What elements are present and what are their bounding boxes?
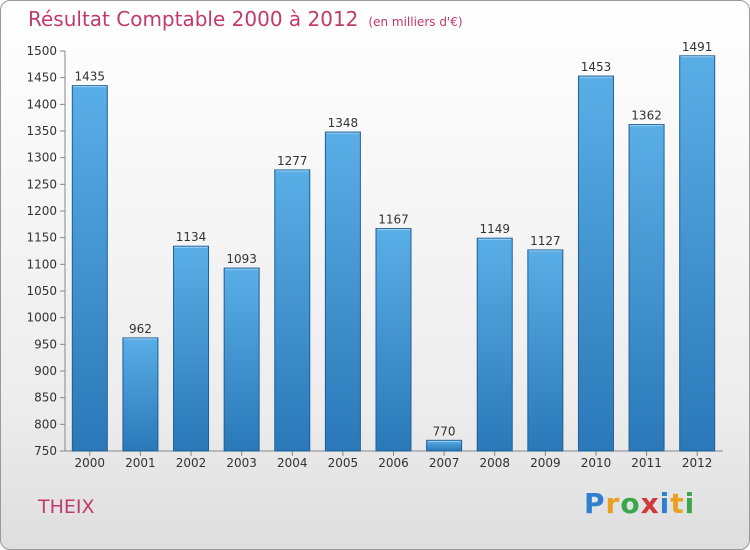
bar-2003 [223, 267, 260, 452]
x-tick-label: 2007 [429, 456, 460, 470]
bar-value-label: 1435 [75, 70, 106, 84]
bar-value-label: 1134 [176, 230, 207, 244]
y-tick-label: 900 [34, 364, 57, 378]
y-tick-label: 850 [34, 391, 57, 405]
bar-2004 [274, 169, 311, 452]
logo-letter: i [684, 487, 696, 520]
chart-subtitle: (en milliers d'€) [368, 15, 463, 29]
chart-title-text: Résultat Comptable 2000 à 2012 [28, 7, 359, 31]
bar-2008 [476, 237, 513, 452]
logo-letter: o [620, 487, 641, 520]
x-tick-label: 2003 [226, 456, 257, 470]
bar-2010 [577, 75, 614, 452]
chart-axes: 750 800 850 900 950 1000 1050 1100 1150 1200 1250 1… [26, 44, 723, 458]
bar-2001 [122, 337, 159, 452]
x-tick-label: 2006 [378, 456, 409, 470]
y-tick-label: 1500 [26, 44, 57, 58]
bar-2005 [324, 131, 361, 452]
y-tick-label: 1450 [26, 71, 57, 85]
x-tick-label: 2012 [682, 456, 713, 470]
y-tick-label: 1200 [26, 204, 57, 218]
y-tick-label: 800 [34, 417, 57, 431]
y-tick-label: 1300 [26, 151, 57, 165]
x-tick-label: 2001 [125, 456, 156, 470]
y-tick-label: 1000 [26, 311, 57, 325]
bar-2009 [527, 249, 564, 452]
bar-2012 [679, 55, 716, 452]
logo-letter: t [670, 487, 685, 520]
bar-2006 [375, 228, 412, 452]
x-tick-label: 2004 [277, 456, 308, 470]
y-tick-label: 1150 [26, 231, 57, 245]
y-tick-label: 950 [34, 337, 57, 351]
y-tick-label: 1350 [26, 124, 57, 138]
logo-letter: P [584, 487, 606, 520]
bar-value-label: 1491 [682, 40, 713, 54]
bar-value-label: 1453 [581, 60, 612, 74]
bar-value-label: 770 [433, 424, 456, 438]
bar-value-label: 962 [129, 322, 152, 336]
chart-title: Résultat Comptable 2000 à 2012 (en millie… [28, 7, 463, 31]
bar-value-label: 1167 [378, 213, 409, 227]
y-tick-label: 1400 [26, 97, 57, 111]
y-tick-label: 1100 [26, 257, 57, 271]
logo-letter: i [659, 487, 671, 520]
y-tick-label: 1050 [26, 284, 57, 298]
bar-value-label: 1362 [631, 109, 662, 123]
bar-2000 [71, 85, 108, 452]
x-tick-label: 2010 [581, 456, 612, 470]
x-tick-label: 2005 [328, 456, 359, 470]
y-tick-label: 1250 [26, 177, 57, 191]
commune-name: THEIX [38, 496, 95, 518]
x-tick-label: 2009 [530, 456, 561, 470]
logo-letter: r [605, 487, 621, 520]
bar-value-label: 1093 [226, 252, 257, 266]
chart-bars [71, 55, 716, 452]
x-tick-label: 2011 [631, 456, 662, 470]
bar-2007 [426, 439, 463, 452]
bar-2011 [628, 124, 665, 452]
proxiti-logo: Proxiti [584, 487, 695, 520]
bar-value-label: 1277 [277, 154, 308, 168]
x-tick-label: 2000 [75, 456, 106, 470]
bar-2002 [173, 245, 210, 452]
bar-value-label: 1127 [530, 234, 561, 248]
x-tick-label: 2002 [176, 456, 207, 470]
y-tick-label: 750 [34, 444, 57, 458]
bar-value-label: 1149 [479, 222, 510, 236]
logo-letter: x [640, 487, 660, 520]
x-tick-label: 2008 [479, 456, 510, 470]
bar-value-label: 1348 [328, 116, 359, 130]
chart-labels: 2000 1435 2001 962 2002 1134 2003 1093 2004 1277 2… [75, 40, 713, 470]
